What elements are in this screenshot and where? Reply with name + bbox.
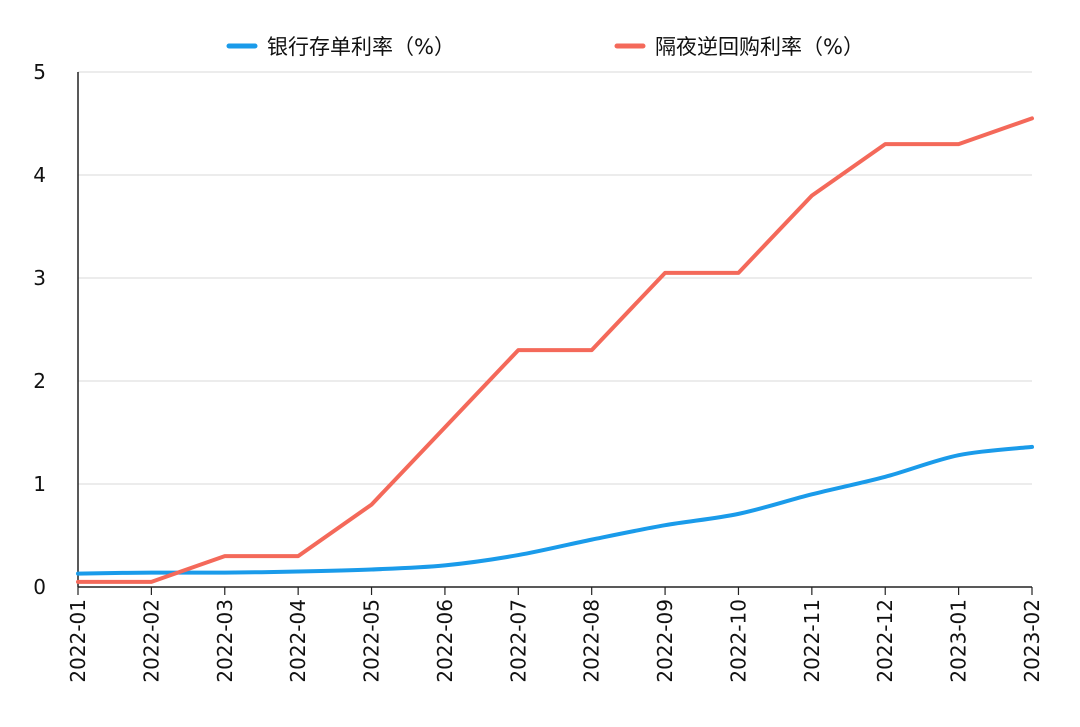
y-tick-label-3: 3 [33, 266, 46, 290]
x-tick-label-2022-05: 2022-05 [360, 599, 384, 683]
axes: 0 1 2 3 4 5 2022-01 2022-02 2022-03 2022-04 2022-0… [33, 60, 1044, 683]
x-tick-label-2022-06: 2022-06 [433, 599, 457, 683]
legend: 银行存单利率（%） 隔夜逆回购利率（%） [226, 35, 864, 59]
series-line-1 [76, 444, 1034, 576]
y-tick-label-0: 0 [33, 575, 46, 599]
x-tick-label-2022-08: 2022-08 [580, 599, 604, 683]
y-tick-label-4: 4 [33, 163, 46, 187]
x-tick-label-2022-12: 2022-12 [873, 599, 897, 683]
series-line-2 [76, 116, 1034, 584]
x-tick-label-2022-10: 2022-10 [726, 599, 750, 683]
y-tick-label-1: 1 [33, 472, 46, 496]
x-tick-label-2022-07: 2022-07 [506, 599, 530, 683]
y-tick-label-5: 5 [33, 60, 46, 84]
x-tick-label-2023-02: 2023-02 [1020, 599, 1044, 683]
x-tick-label-2022-09: 2022-09 [653, 599, 677, 683]
x-tick-label-2022-02: 2022-02 [139, 599, 163, 683]
x-tick-label-2022-04: 2022-04 [286, 599, 310, 683]
legend-label-1: 银行存单利率（%） [267, 35, 455, 59]
x-tick-label-2022-01: 2022-01 [66, 599, 90, 683]
y-tick-label-2: 2 [33, 369, 46, 393]
legend-label-2: 隔夜逆回购利率（%） [655, 35, 864, 59]
x-tick-label-2022-11: 2022-11 [800, 599, 824, 683]
series-lines [76, 116, 1034, 584]
gridlines [78, 71, 1032, 485]
x-tick-label-2023-01: 2023-01 [947, 599, 971, 683]
x-tick-label-2022-03: 2022-03 [213, 599, 237, 683]
